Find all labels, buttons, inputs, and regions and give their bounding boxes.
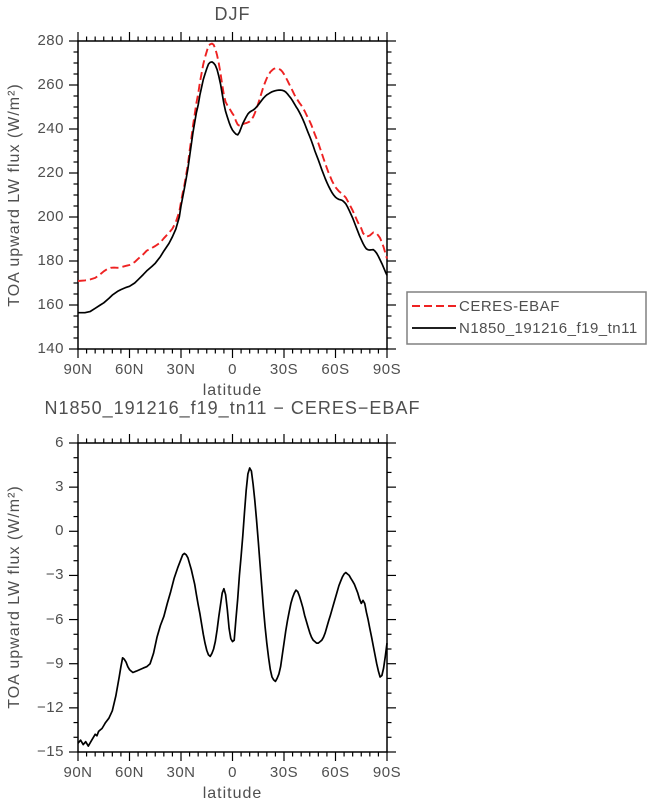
series-line-solid xyxy=(77,467,388,747)
x-tick-label: 60N xyxy=(114,764,145,781)
y-tick-label: 160 xyxy=(37,296,64,313)
y-tick-label: 3 xyxy=(55,478,64,496)
y-tick-label: 280 xyxy=(37,32,64,49)
bottom-chart-y-axis-label: TOA upward LW flux (W/m²) xyxy=(6,485,23,709)
y-tick-label: −12 xyxy=(37,698,64,716)
legend-entry-model: N1850_191216_f19_tn11 xyxy=(459,320,638,337)
y-tick-label: 180 xyxy=(37,252,64,269)
bottom-chart-title: N1850_191216_f19_tn11 − CERES−EBAF xyxy=(44,398,421,418)
series-line-solid xyxy=(78,61,388,314)
y-tick-label: −15 xyxy=(37,743,64,760)
y-tick-label: 140 xyxy=(37,340,64,357)
x-tick-label: 0 xyxy=(228,764,237,781)
axis-box xyxy=(77,442,388,753)
axis-box xyxy=(77,40,388,350)
y-tick-label: 200 xyxy=(37,208,64,225)
x-tick-label: 90S xyxy=(372,764,402,781)
x-tick-label: 60S xyxy=(321,764,350,781)
series-line-dashed xyxy=(77,42,388,282)
x-tick-label: 30N xyxy=(166,361,196,378)
y-tick-label: 260 xyxy=(37,76,64,93)
top-chart-y-axis-label: TOA upward LW flux (W/m²) xyxy=(6,83,23,307)
x-tick-label: 90N xyxy=(63,361,93,378)
x-tick-label: 60N xyxy=(114,361,145,378)
x-tick-label: 0 xyxy=(228,361,237,378)
y-tick-label: −3 xyxy=(45,566,64,584)
y-tick-label: 220 xyxy=(37,164,64,181)
y-tick-label: −6 xyxy=(45,610,64,628)
x-tick-label: 90N xyxy=(63,764,93,781)
legend-entry-ceres-ebaf: CERES-EBAF xyxy=(459,298,560,315)
legend-box xyxy=(406,291,647,345)
x-tick-label: 30N xyxy=(166,764,196,781)
x-tick-label: 90S xyxy=(372,361,402,378)
y-tick-label: −9 xyxy=(45,654,64,672)
y-tick-label: 240 xyxy=(37,120,64,137)
x-tick-label: 30S xyxy=(269,764,299,781)
x-tick-label: 30S xyxy=(269,361,299,378)
y-tick-label: 6 xyxy=(55,434,64,451)
x-tick-label: 60S xyxy=(321,361,350,378)
y-tick-label: 0 xyxy=(55,522,64,540)
bottom-chart-x-axis-label: latitude xyxy=(202,785,263,802)
top-chart-x-axis-label: latitude xyxy=(202,382,263,399)
top-chart-title: DJF xyxy=(214,4,251,24)
